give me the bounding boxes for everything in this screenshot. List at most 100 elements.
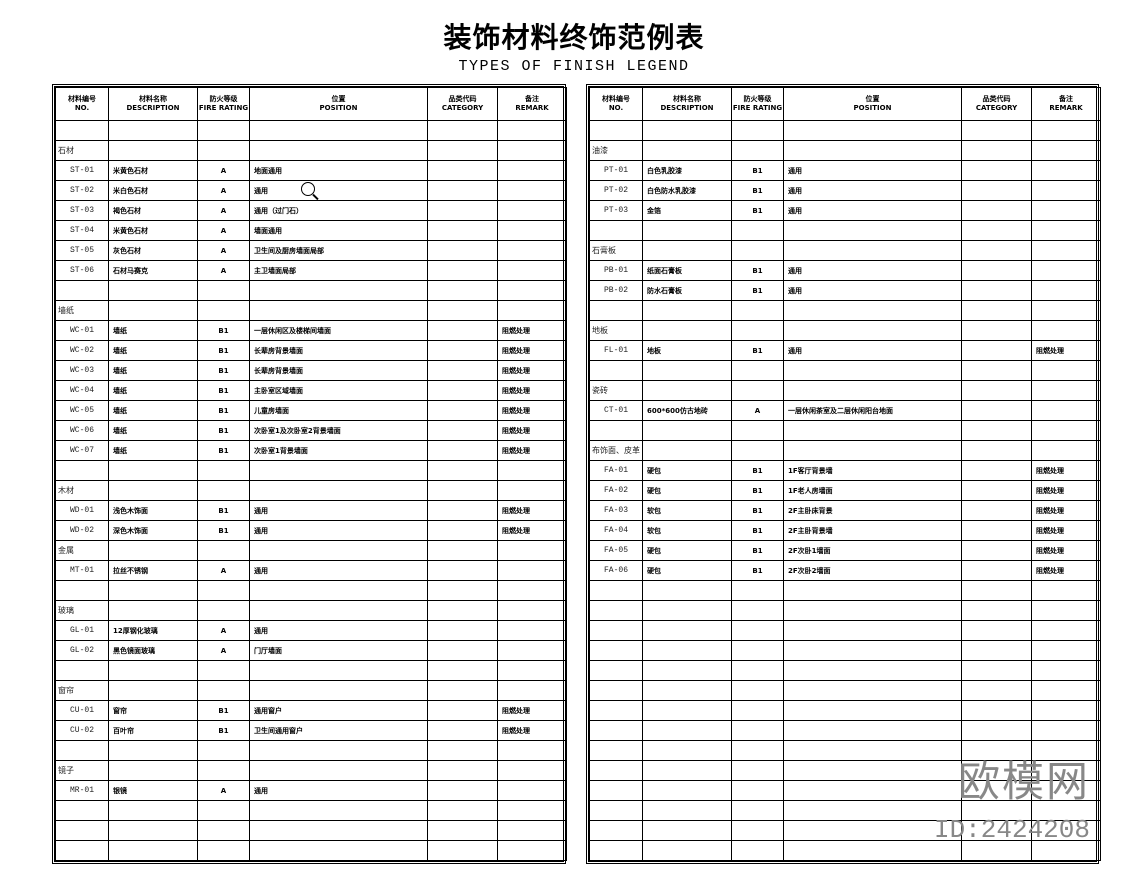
remark [1031, 120, 1101, 141]
category-label: 镜子 [55, 760, 109, 781]
table-row: PT-03 金箔 B1 通用 [589, 200, 1101, 221]
category-row: 布饰面、皮革 [589, 440, 1101, 461]
position: 次卧室1及次卧室2背景墙面 [249, 420, 428, 441]
category-code [427, 660, 498, 681]
category-code [427, 180, 498, 201]
column-header: 品类代码 CATEGORY [427, 87, 498, 121]
category-code [427, 640, 498, 661]
magnifier-icon[interactable] [301, 182, 315, 196]
table-row: PT-01 白色乳胶漆 B1 通用 [589, 160, 1101, 181]
header-cn: 备注 [1059, 95, 1073, 103]
material-no: PB-01 [589, 260, 643, 281]
fire-rating: B1 [731, 560, 784, 581]
fire-rating: B1 [731, 200, 784, 221]
fire-rating [197, 580, 250, 601]
fire-rating [731, 220, 784, 241]
description: 防水石膏板 [642, 280, 732, 301]
header-en: REMARK [515, 104, 549, 112]
category-code [961, 260, 1032, 281]
header-en: NO. [74, 104, 90, 112]
position [783, 580, 962, 601]
category-code [427, 780, 498, 801]
material-no: CT-01 [589, 400, 643, 421]
material-no [55, 740, 109, 761]
header-en: CATEGORY [441, 104, 484, 112]
description: 硬包 [642, 480, 732, 501]
empty-row [589, 700, 1101, 721]
fire-rating: B1 [731, 160, 784, 181]
remark [1031, 300, 1101, 321]
remark [497, 200, 567, 221]
category-label: 窗帘 [55, 680, 109, 701]
fire-rating [197, 840, 250, 861]
fire-rating [731, 240, 784, 261]
fire-rating: B1 [197, 520, 250, 541]
empty-row [55, 460, 567, 481]
fire-rating: B1 [197, 320, 250, 341]
category-code [961, 460, 1032, 481]
category-label: 木材 [55, 480, 109, 501]
material-no: WC-05 [55, 400, 109, 421]
position: 一层休闲区及楼梯间墙面 [249, 320, 428, 341]
remark [497, 740, 567, 761]
empty-row [589, 580, 1101, 601]
category-row: 石膏板 [589, 240, 1101, 261]
description: 百叶帘 [108, 720, 198, 741]
category-code [427, 480, 498, 501]
description: 米黄色石材 [108, 160, 198, 181]
position [783, 740, 962, 761]
position: 1F老人房墙面 [783, 480, 962, 501]
header-row: 材料编号 NO. 材料名称 DESCRIPTION 防火等级 FIRE RATING 位置 P… [589, 87, 1101, 121]
position: 通用 [783, 280, 962, 301]
fire-rating: A [197, 620, 250, 641]
material-no: MR-01 [55, 780, 109, 801]
description: 软包 [642, 500, 732, 521]
position [783, 760, 962, 781]
remark: 阻燃处理 [1031, 480, 1101, 501]
material-no [589, 720, 643, 741]
table-row: FA-02 硬包 B1 1F老人房墙面 阻燃处理 [589, 480, 1101, 501]
description: 12厚钢化玻璃 [108, 620, 198, 641]
material-no [589, 840, 643, 861]
material-no: ST-05 [55, 240, 109, 261]
category-code [427, 820, 498, 841]
empty-row [55, 120, 567, 141]
category-code [961, 380, 1032, 401]
position [249, 140, 428, 161]
position [783, 360, 962, 381]
category-code [427, 220, 498, 241]
fire-rating [731, 120, 784, 141]
header-row: 材料编号 NO. 材料名称 DESCRIPTION 防火等级 FIRE RATING 位置 P… [55, 87, 567, 121]
position [783, 680, 962, 701]
column-header: 材料名称 DESCRIPTION [642, 87, 732, 121]
fire-rating: A [197, 200, 250, 221]
description: 硬包 [642, 460, 732, 481]
category-row: 金属 [55, 540, 567, 561]
material-no [589, 580, 643, 601]
category-code [427, 380, 498, 401]
position [249, 480, 428, 501]
material-no: WC-07 [55, 440, 109, 461]
description [108, 680, 198, 701]
description [108, 460, 198, 481]
category-code [427, 720, 498, 741]
header-cn: 品类代码 [982, 95, 1011, 103]
remark: 阻燃处理 [497, 360, 567, 381]
position [249, 800, 428, 821]
category-code [961, 680, 1032, 701]
description: 白色防水乳胶漆 [642, 180, 732, 201]
description [642, 420, 732, 441]
position: 通用 [249, 180, 428, 201]
remark [497, 260, 567, 281]
table-row: FA-05 硬包 B1 2F次卧1墙面 阻燃处理 [589, 540, 1101, 561]
remark [1031, 220, 1101, 241]
description [108, 120, 198, 141]
empty-row [589, 820, 1101, 841]
description: 窗帘 [108, 700, 198, 721]
empty-row [589, 620, 1101, 641]
column-header: 位置 POSITION [249, 87, 428, 121]
description: 墙纸 [108, 420, 198, 441]
fire-rating [197, 680, 250, 701]
table-row: WC-01 墙纸 B1 一层休闲区及楼梯间墙面 阻燃处理 [55, 320, 567, 341]
position [249, 300, 428, 321]
